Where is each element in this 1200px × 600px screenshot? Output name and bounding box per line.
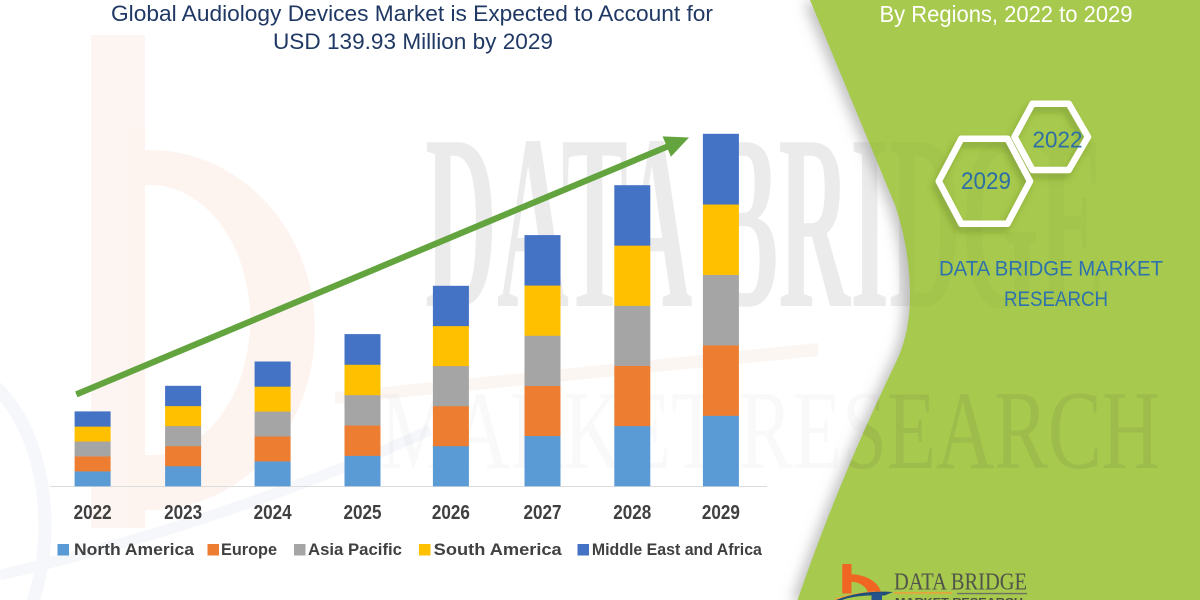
svg-text:Global Audiology Devices Marke: Global Audiology Devices Market is Expec… (111, 1, 714, 26)
svg-text:2028: 2028 (613, 501, 651, 524)
svg-text:2023: 2023 (164, 501, 202, 524)
svg-text:DATA BRIDGE MARKET: DATA BRIDGE MARKET (939, 257, 1163, 281)
svg-text:USD 139.93 Million by 2029: USD 139.93 Million by 2029 (273, 29, 553, 54)
svg-text:2027: 2027 (524, 501, 562, 524)
svg-text:By Regions, 2022 to 2029: By Regions, 2022 to 2029 (880, 1, 1133, 27)
svg-text:Middle East and Africa: Middle East and Africa (592, 541, 763, 559)
svg-text:2024: 2024 (254, 501, 292, 524)
svg-text:RESEARCH: RESEARCH (1004, 287, 1108, 311)
svg-text:South America: South America (434, 541, 563, 559)
svg-text:2025: 2025 (344, 501, 382, 524)
svg-text:2029: 2029 (702, 501, 740, 524)
svg-text:DATA BRIDGE: DATA BRIDGE (894, 570, 1027, 596)
svg-text:2022: 2022 (74, 501, 112, 524)
svg-text:2029: 2029 (961, 168, 1011, 195)
svg-text:Asia Pacific: Asia Pacific (308, 541, 402, 559)
svg-text:North America: North America (74, 541, 195, 559)
svg-text:Europe: Europe (221, 541, 277, 559)
svg-text:2022: 2022 (1033, 127, 1083, 153)
svg-text:2026: 2026 (432, 501, 470, 524)
svg-text:MARKET RESEARCH: MARKET RESEARCH (895, 597, 1023, 600)
